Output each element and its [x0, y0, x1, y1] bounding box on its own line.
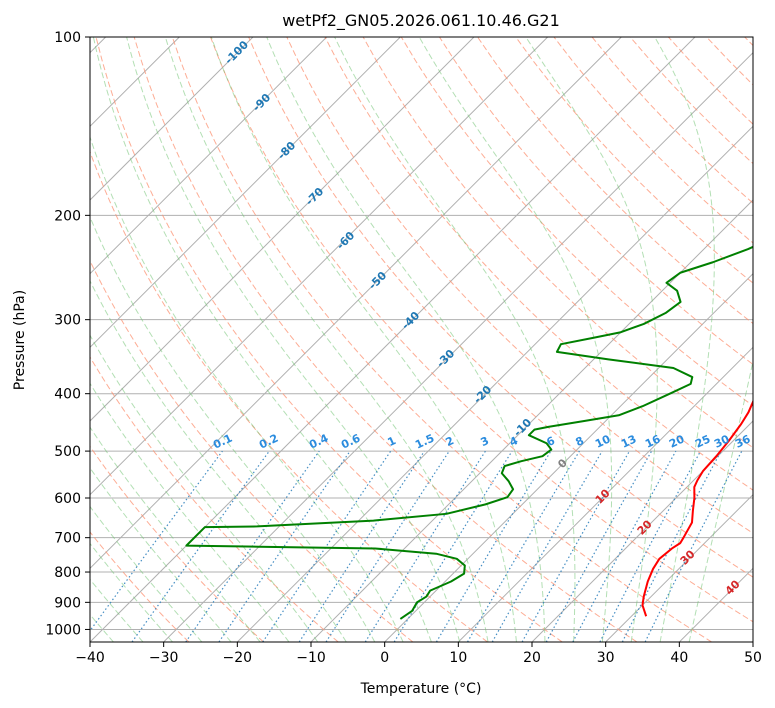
- mixing-ratio-line: [393, 450, 513, 642]
- grid-lines: [90, 37, 753, 642]
- moist-adiabat-line: [164, 37, 489, 642]
- plot-frame: [89, 36, 754, 643]
- mixing-ratio-label: 10: [593, 432, 613, 450]
- mixing-ratio-label: 13: [619, 432, 638, 450]
- mixing-ratio-line: [262, 450, 392, 642]
- y-tick-label: 600: [54, 491, 81, 507]
- mixing-ratio-line: [572, 450, 677, 642]
- isotherm-line: [90, 37, 254, 201]
- x-tick-label: 40: [670, 650, 688, 666]
- moist-adiabat-line: [654, 37, 715, 642]
- y-tick-label: 900: [54, 595, 81, 611]
- y-tick-label: 400: [54, 387, 81, 403]
- y-axis-label: Pressure (hPa): [12, 290, 28, 390]
- dry-adiabat-line: [210, 37, 753, 623]
- mixing-ratio-line: [298, 450, 425, 642]
- mixing-ratio-label: 25: [693, 432, 712, 450]
- mixing-ratio-line: [185, 450, 320, 642]
- isotherm-line: [752, 641, 753, 642]
- y-tick-label: 100: [54, 30, 81, 46]
- x-tick-label: −40: [75, 650, 105, 666]
- x-tick-label: −10: [296, 650, 326, 666]
- x-tick-label: 10: [449, 650, 467, 666]
- moist-adiabat-line: [92, 37, 432, 642]
- y-tick-label: 500: [54, 444, 81, 460]
- moist-adiabat-line: [90, 426, 261, 642]
- isotherm-line: [384, 272, 753, 642]
- x-tick-label: 30: [597, 650, 615, 666]
- x-tick-label: 50: [744, 650, 762, 666]
- mixing-ratio-line: [644, 450, 743, 642]
- isotherm-line: [163, 51, 753, 642]
- moist-adiabat-line: [688, 358, 753, 642]
- mixing-ratio-label: 20: [667, 432, 687, 450]
- mixing-ratio-label: 30: [712, 432, 732, 450]
- moist-adiabat-line: [90, 382, 290, 642]
- dry-adiabat-line: [95, 37, 563, 642]
- isotherm-line: [90, 37, 549, 496]
- plot-area: [90, 37, 753, 642]
- moist-adiabat-line: [90, 334, 319, 642]
- isotherm-line: [531, 420, 753, 642]
- moist-adiabat-line: [90, 467, 232, 642]
- dry-adiabat-line: [90, 356, 339, 642]
- mixing-ratio-label: 16: [643, 432, 663, 450]
- x-axis: −40 −30 −20 −10 0 10 20 30 40 50: [75, 642, 762, 666]
- isotherm-line: [90, 37, 328, 275]
- x-axis-label: Temperature (°C): [360, 681, 482, 697]
- chart-title: wetPf2_GN05.2026.061.10.46.G21: [282, 11, 560, 31]
- dewpoint-profile: [185, 245, 753, 620]
- y-tick-label: 700: [54, 531, 81, 547]
- dry-adiabat-line: [90, 259, 414, 642]
- dry-adiabat-line: [515, 37, 753, 284]
- isotherm-line: [90, 37, 475, 422]
- y-tick-label: 200: [54, 208, 81, 224]
- isotherm-line: [90, 37, 401, 349]
- y-axis: 100 200 300 400 500 600 700 800 900 1000: [45, 30, 90, 638]
- dry-adiabat-line: [171, 37, 712, 642]
- moist-adiabat-line: [418, 37, 613, 642]
- moist-adiabat-line: [90, 215, 376, 642]
- mixing-ratio-line: [521, 450, 631, 642]
- mixing-ratio-line: [218, 450, 351, 642]
- dry-adiabat-line: [90, 531, 190, 642]
- x-tick-label: −20: [223, 650, 253, 666]
- moist-adiabat-line: [90, 542, 173, 642]
- x-tick-label: −30: [149, 650, 179, 666]
- mixing-ratio-line: [131, 450, 270, 642]
- y-tick-label: 1000: [45, 622, 81, 638]
- dry-adiabat-line: [439, 37, 753, 366]
- moist-adiabat-line: [90, 135, 404, 642]
- mixing-ratio-label: 36: [733, 432, 753, 450]
- dry-adiabat-line: [248, 37, 753, 578]
- sounding-profiles: [185, 245, 753, 620]
- isotherm-line: [605, 493, 753, 642]
- dry-adiabat-line: [90, 150, 488, 642]
- dry-adiabat-line: [286, 37, 753, 534]
- moist-adiabat-line: [90, 578, 144, 642]
- mixing-ratio-line: [325, 450, 450, 642]
- moist-adiabat-line: [126, 37, 461, 642]
- moist-adiabat-line: [525, 37, 658, 642]
- dry-adiabat-line: [400, 37, 753, 407]
- mixing-ratio-line: [90, 450, 223, 632]
- isotherm-line: [457, 346, 753, 642]
- mixing-ratio-line: [545, 450, 653, 642]
- y-tick-label: 800: [54, 565, 81, 581]
- moist-adiabat-line: [90, 505, 203, 642]
- x-tick-label: 20: [523, 650, 541, 666]
- y-tick-label: 300: [54, 313, 81, 329]
- x-tick-label: 0: [380, 650, 389, 666]
- moist-adiabat-line: [266, 37, 546, 642]
- temperature-profile: [641, 399, 753, 617]
- moist-adiabat-line: [334, 37, 576, 642]
- isotherm-line: [236, 125, 753, 642]
- dry-adiabat-line: [90, 445, 264, 642]
- moist-adiabat-line: [210, 37, 517, 642]
- adiabat-lines: [90, 37, 753, 642]
